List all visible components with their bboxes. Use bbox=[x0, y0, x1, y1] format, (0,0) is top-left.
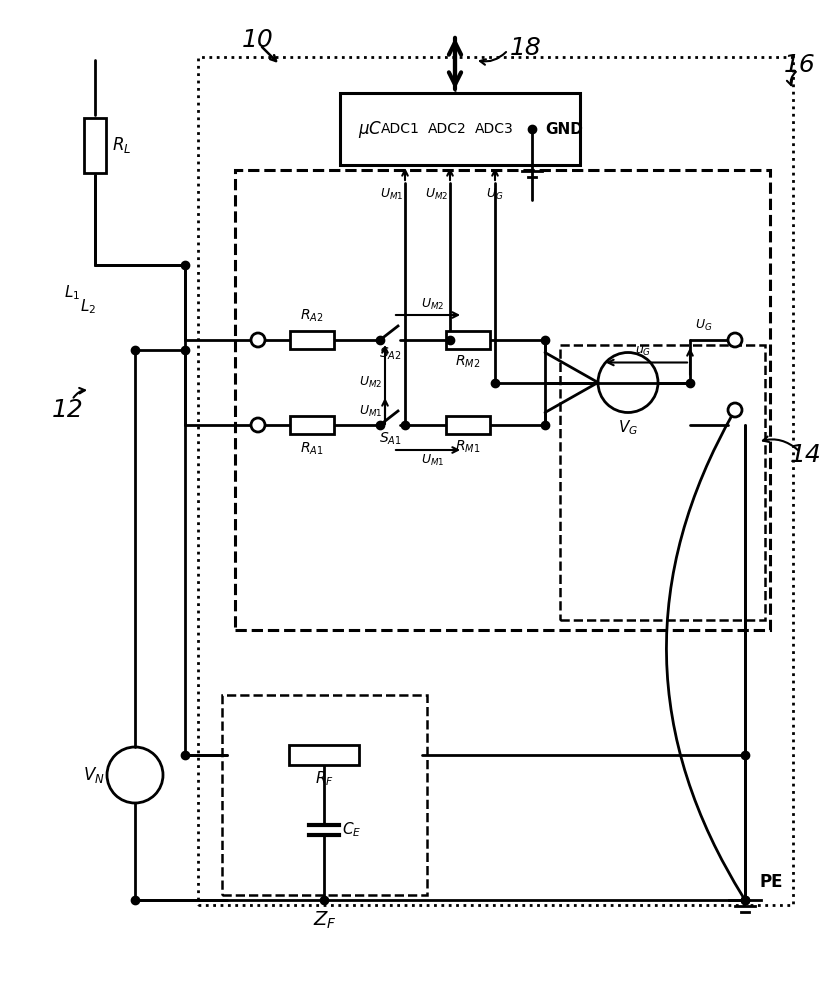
Bar bbox=[340, 93, 579, 165]
Text: ADC1: ADC1 bbox=[380, 122, 419, 136]
Bar bbox=[84, 118, 106, 173]
Text: 12: 12 bbox=[52, 398, 84, 422]
Text: $L_1$: $L_1$ bbox=[64, 284, 80, 302]
Bar bbox=[559, 345, 764, 620]
Text: $U_{M2}$: $U_{M2}$ bbox=[421, 297, 444, 312]
Bar bbox=[222, 695, 427, 895]
Bar bbox=[446, 416, 490, 434]
Text: ADC3: ADC3 bbox=[474, 122, 513, 136]
Text: $U_G$: $U_G$ bbox=[694, 317, 711, 333]
Text: PE: PE bbox=[759, 873, 782, 891]
Text: $L_2$: $L_2$ bbox=[80, 298, 96, 316]
Text: ADC2: ADC2 bbox=[427, 122, 466, 136]
Text: $R_L$: $R_L$ bbox=[112, 135, 131, 155]
Circle shape bbox=[251, 333, 265, 347]
Bar bbox=[289, 745, 359, 765]
Text: $\mu C$: $\mu C$ bbox=[357, 119, 382, 140]
Circle shape bbox=[727, 403, 741, 417]
Text: 18: 18 bbox=[509, 36, 541, 60]
Text: $R_{M1}$: $R_{M1}$ bbox=[455, 439, 480, 455]
Text: $R_F$: $R_F$ bbox=[315, 769, 333, 788]
Text: $C_E$: $C_E$ bbox=[342, 821, 361, 839]
Text: $R_{A1}$: $R_{A1}$ bbox=[300, 441, 323, 457]
Bar bbox=[289, 416, 333, 434]
Text: $U_{M2}$: $U_{M2}$ bbox=[358, 375, 381, 390]
Text: 16: 16 bbox=[783, 53, 815, 77]
Text: $U_{M1}$: $U_{M1}$ bbox=[358, 403, 381, 419]
Text: 10: 10 bbox=[241, 28, 274, 52]
Text: $u_G$: $u_G$ bbox=[634, 345, 650, 359]
Bar bbox=[235, 170, 769, 630]
Circle shape bbox=[727, 333, 741, 347]
Text: $Z_F$: $Z_F$ bbox=[313, 910, 336, 931]
Text: 14: 14 bbox=[789, 443, 821, 467]
Text: $R_{A2}$: $R_{A2}$ bbox=[300, 308, 323, 324]
Text: $U_{M1}$: $U_{M1}$ bbox=[379, 187, 403, 202]
Text: $U_G$: $U_G$ bbox=[485, 187, 503, 202]
Text: $S_{A1}$: $S_{A1}$ bbox=[378, 431, 401, 447]
Text: $S_{A2}$: $S_{A2}$ bbox=[378, 346, 401, 362]
Circle shape bbox=[251, 418, 265, 432]
Bar bbox=[198, 57, 792, 905]
Text: $V_G$: $V_G$ bbox=[617, 418, 638, 437]
Bar bbox=[446, 331, 490, 349]
Bar bbox=[289, 331, 333, 349]
Text: $U_{M1}$: $U_{M1}$ bbox=[421, 453, 444, 468]
Text: GND: GND bbox=[544, 122, 582, 137]
Text: $V_N$: $V_N$ bbox=[84, 765, 105, 785]
Text: $R_{M2}$: $R_{M2}$ bbox=[455, 354, 480, 370]
Text: $U_{M2}$: $U_{M2}$ bbox=[424, 187, 447, 202]
